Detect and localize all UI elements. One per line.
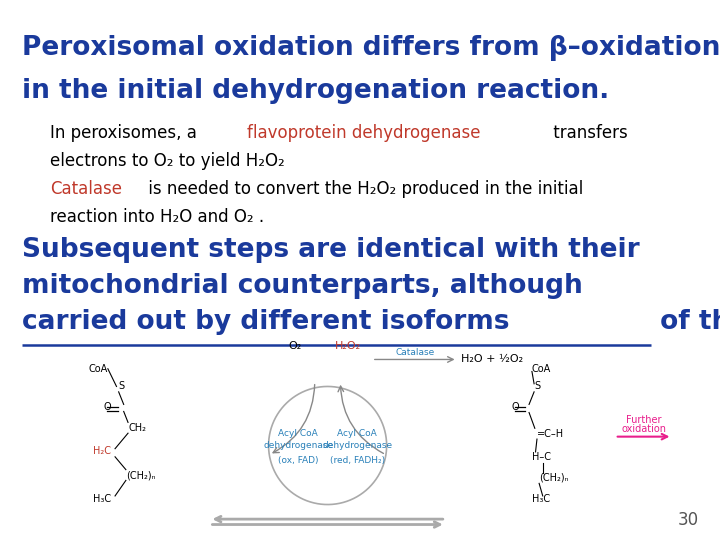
Text: carried out by different isoforms: carried out by different isoforms — [22, 309, 509, 335]
Text: CH₂: CH₂ — [128, 423, 146, 433]
Text: electrons to O₂ to yield H₂O₂: electrons to O₂ to yield H₂O₂ — [50, 152, 285, 170]
Text: (CH₂)ₙ: (CH₂)ₙ — [539, 473, 569, 483]
Text: reaction into H₂O and O₂ .: reaction into H₂O and O₂ . — [50, 208, 264, 226]
Text: oxidation: oxidation — [621, 424, 666, 434]
Text: is needed to convert the H₂O₂ produced in the initial: is needed to convert the H₂O₂ produced i… — [143, 180, 583, 198]
Text: 30: 30 — [678, 511, 698, 529]
Text: H₂O₂: H₂O₂ — [336, 341, 361, 352]
Text: flavoprotein dehydrogenase: flavoprotein dehydrogenase — [247, 124, 480, 142]
Text: H₃C: H₃C — [532, 494, 550, 504]
Text: Peroxisomal oxidation differs from β–oxidation: Peroxisomal oxidation differs from β–oxi… — [22, 35, 720, 61]
Text: O: O — [511, 402, 518, 412]
Text: (ox, FAD): (ox, FAD) — [278, 456, 318, 465]
Text: O₂: O₂ — [289, 341, 302, 352]
Text: Catalase: Catalase — [50, 180, 122, 198]
Text: H₂C: H₂C — [94, 447, 112, 456]
Text: Acyl CoA: Acyl CoA — [278, 429, 318, 438]
Text: CoA: CoA — [89, 364, 108, 374]
Text: O: O — [104, 402, 111, 412]
Text: (red, FADH₂): (red, FADH₂) — [330, 456, 384, 465]
Text: Subsequent steps are identical with their: Subsequent steps are identical with thei… — [22, 237, 639, 262]
Text: Further: Further — [626, 415, 661, 425]
Text: S: S — [119, 381, 125, 391]
Text: =C–H: =C–H — [537, 429, 564, 438]
Text: Acyl CoA: Acyl CoA — [337, 429, 377, 438]
Text: H–C: H–C — [532, 453, 551, 462]
Text: of the enzymes.: of the enzymes. — [651, 309, 720, 335]
Text: Catalase: Catalase — [395, 348, 434, 357]
Text: S: S — [534, 381, 540, 391]
Text: H₂O + ½O₂: H₂O + ½O₂ — [461, 354, 523, 364]
Text: (CH₂)ₙ: (CH₂)ₙ — [126, 470, 156, 480]
Text: In peroxisomes, a: In peroxisomes, a — [50, 124, 202, 142]
Text: mitochondrial counterparts, although: mitochondrial counterparts, although — [22, 273, 591, 299]
Text: dehydrogenase: dehydrogenase — [322, 441, 392, 450]
Text: CoA: CoA — [532, 364, 552, 374]
Text: dehydrogenase: dehydrogenase — [263, 441, 333, 450]
Text: in the initial dehydrogenation reaction.: in the initial dehydrogenation reaction. — [22, 78, 609, 104]
Text: transfers: transfers — [548, 124, 628, 142]
Text: H₃C: H₃C — [94, 494, 112, 504]
